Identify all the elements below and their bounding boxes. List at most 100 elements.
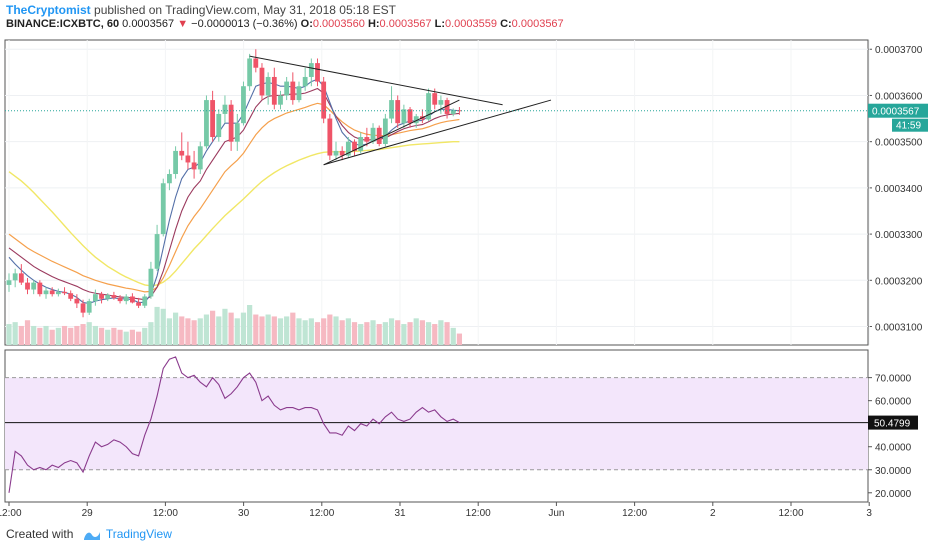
volume-bar <box>314 322 321 345</box>
candle-body <box>271 76 277 105</box>
volume-bar <box>358 324 364 345</box>
candle-body <box>37 282 43 295</box>
footer: Created with TradingView <box>6 527 172 541</box>
created-with-text: Created with <box>6 527 74 541</box>
time-axis-label: 31 <box>394 508 406 519</box>
tradingview-logo-icon <box>83 531 100 540</box>
candle-body <box>31 282 37 290</box>
price-axis-label: 0.0003400 <box>875 184 923 195</box>
candle-body <box>43 290 49 295</box>
volume-bar <box>55 327 61 345</box>
volume-bar <box>438 320 444 345</box>
candle-body <box>345 141 351 156</box>
ma-long-line <box>8 140 460 287</box>
candle-body <box>12 273 18 281</box>
time-axis-label: 12:00 <box>153 508 178 519</box>
price-change: −0.0000013 (−0.36%) <box>191 18 298 30</box>
volume-bar <box>407 322 413 345</box>
candle-body <box>389 100 394 119</box>
candle-body <box>438 100 444 105</box>
candle-body <box>210 100 216 138</box>
author-link[interactable]: TheCryptomist <box>6 3 91 17</box>
volume-bar <box>98 327 105 345</box>
volume-bar <box>413 318 419 345</box>
candle-body <box>55 291 61 295</box>
candle-body <box>432 93 438 105</box>
volume-bar <box>382 322 388 345</box>
last-price: 0.0003567 <box>122 18 175 30</box>
candle-body <box>352 141 357 151</box>
volume-bar <box>135 331 142 345</box>
candle-body <box>191 162 197 170</box>
volume-bar <box>154 306 160 345</box>
candle-body <box>302 76 308 87</box>
countdown-label: 41:59 <box>896 121 921 132</box>
rsi-axis-label: 70.0000 <box>875 374 912 385</box>
candle-body <box>130 296 135 303</box>
volume-bar <box>234 318 240 345</box>
volume-bar <box>253 314 259 345</box>
volume-bar <box>123 331 129 345</box>
candle-body <box>321 81 327 119</box>
low-label: L: <box>434 18 445 30</box>
volume-bar <box>425 322 432 345</box>
candle-body <box>117 297 123 302</box>
volume-bar <box>37 327 43 345</box>
candle-body <box>234 123 240 142</box>
candle-body <box>457 110 462 112</box>
volume-bar <box>265 314 271 345</box>
candle-body <box>228 104 234 142</box>
candle-body <box>148 268 154 297</box>
candle-body <box>450 110 456 114</box>
down-arrow-icon: ▼ <box>177 18 189 30</box>
candle-body <box>315 63 320 82</box>
volume-bar <box>450 327 456 345</box>
candle-body <box>105 295 111 299</box>
candle-body <box>308 63 314 77</box>
candle-body <box>216 113 222 138</box>
candle-body <box>86 301 92 313</box>
volume-bar <box>6 324 12 345</box>
tradingview-link[interactable]: TradingView <box>105 527 172 541</box>
volume-bar <box>444 322 450 345</box>
candle-body <box>142 296 148 306</box>
candle-body <box>296 86 302 101</box>
trendline <box>323 99 460 166</box>
candle-body <box>278 95 283 105</box>
volume-bar <box>185 318 191 345</box>
volume-bar <box>74 325 80 345</box>
volume-bar <box>61 325 68 345</box>
last-price-tag-label: 0.0003567 <box>872 107 920 118</box>
candle-body <box>370 127 376 142</box>
volume-bar <box>43 325 49 345</box>
price-axis-label: 0.0003300 <box>875 230 923 241</box>
candle-body <box>62 291 67 294</box>
volume-bar <box>179 316 185 345</box>
volume-bar <box>222 308 228 345</box>
volume-bar <box>302 320 308 345</box>
volume-bar <box>370 320 376 345</box>
countdown-tag <box>892 118 928 132</box>
time-axis-label: 12:00 <box>0 508 22 519</box>
candle-body <box>284 81 290 96</box>
candle-body <box>253 58 259 68</box>
time-axis-label: 12:00 <box>622 508 647 519</box>
volume-bar <box>12 322 18 345</box>
price-axis-label: 0.0003200 <box>875 276 923 287</box>
volume-bar <box>142 327 148 345</box>
candle-body <box>265 76 271 96</box>
volume-bar <box>388 318 395 345</box>
candle-body <box>259 67 265 96</box>
volume-bar <box>86 322 92 345</box>
time-axis-label: 29 <box>82 508 94 519</box>
candle-body <box>179 150 185 156</box>
candle-body <box>167 174 172 184</box>
time-axis-label: 12:00 <box>778 508 803 519</box>
volume-bar <box>321 318 327 345</box>
volume-bar <box>432 324 438 345</box>
volume-bar <box>92 325 98 345</box>
candle-body <box>222 104 228 114</box>
volume-bar <box>401 324 407 345</box>
trendline-extension <box>323 99 552 166</box>
